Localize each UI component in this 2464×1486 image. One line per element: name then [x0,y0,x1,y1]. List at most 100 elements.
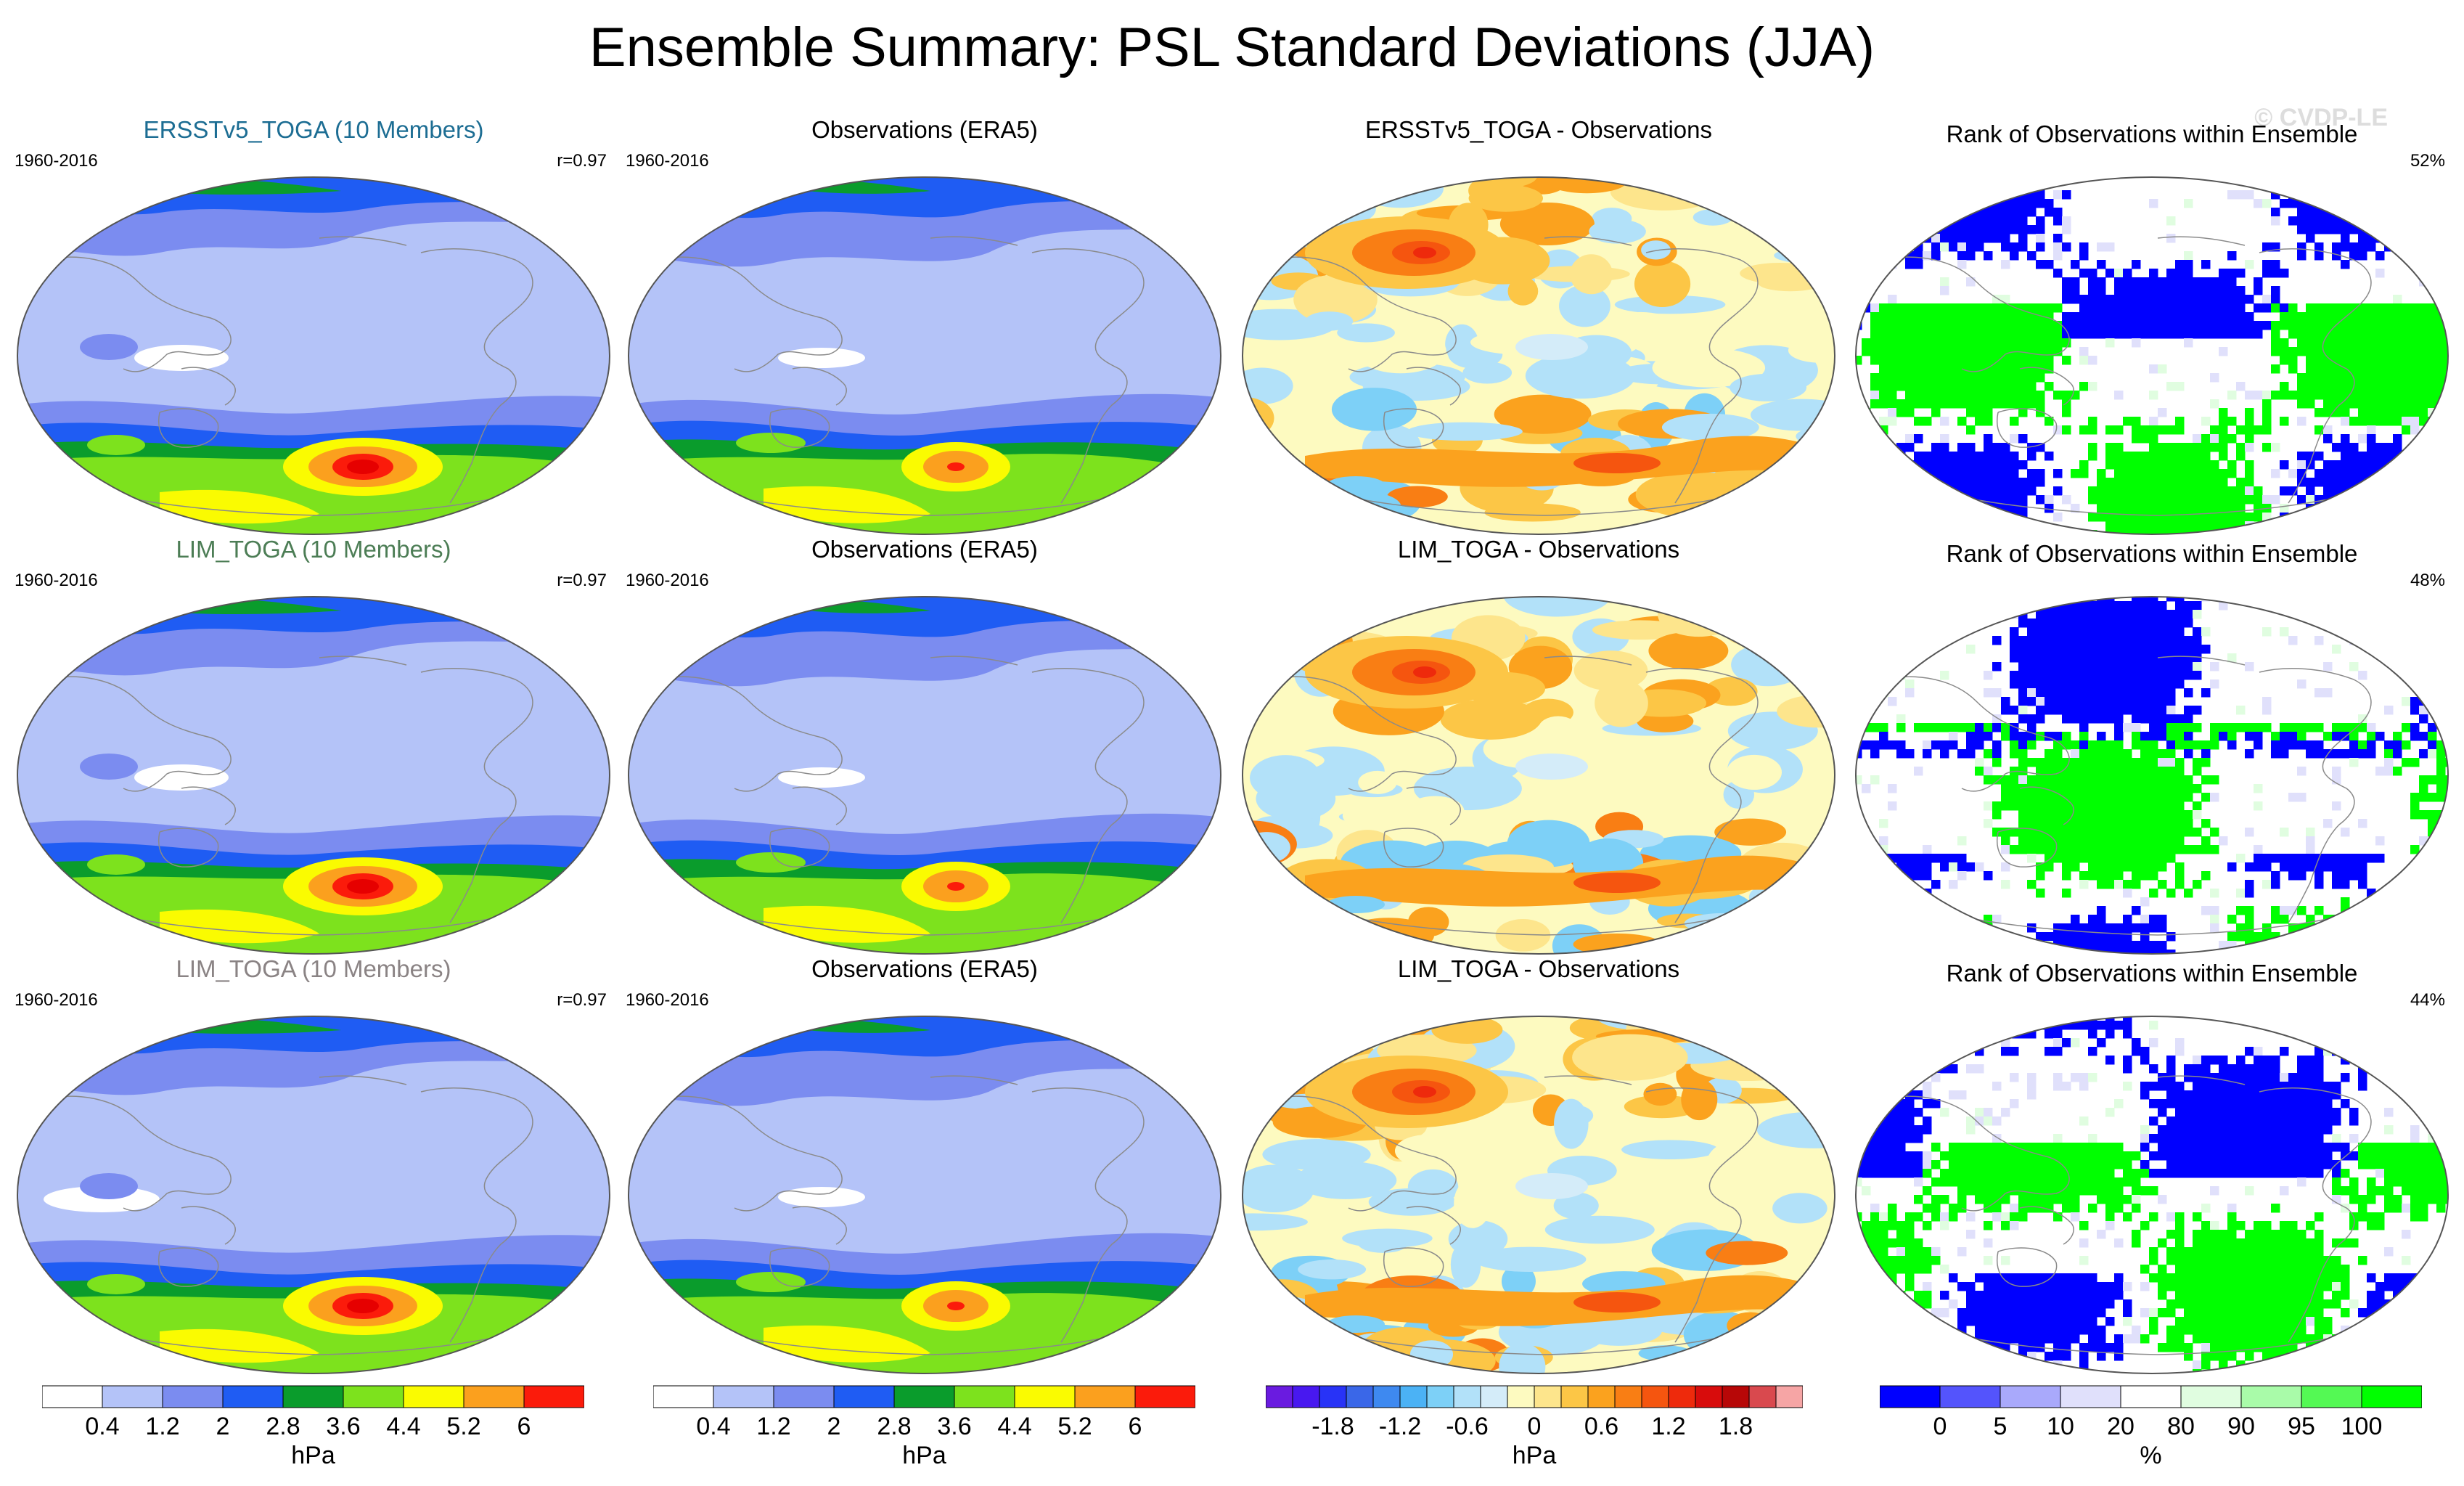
colorbar-std-model-box [42,1385,103,1408]
colorbar-diff-box [1695,1385,1723,1408]
panel-obs-row2: Observations (ERA5) 1960-2016 [626,536,1224,955]
panel-title-obs-row3: Observations (ERA5) [811,955,1038,982]
map-border-rank-row2 [1855,596,2449,955]
colorbar-diff-box [1534,1385,1562,1408]
panel-title-diff-row1: ERSSTv5_TOGA - Observations [1364,116,1713,143]
colorbar-std-obs-box [1074,1385,1136,1408]
colorbar-diff-swatches [1266,1385,1803,1408]
map-border-rank-row1 [1855,176,2449,535]
map-border-model-row2 [17,596,610,955]
colorbar-rank-units: % [2140,1442,2162,1469]
map-border-rank-row3 [1855,1016,2449,1374]
colorbar-diff-tick: -1.2 [1378,1413,1422,1440]
colorbar-rank-tick: 100 [2341,1413,2383,1440]
colorbar-rank-tick: 10 [2047,1413,2074,1440]
colorbar-std-model-box [222,1385,284,1408]
colorbar-rank-tick: 95 [2288,1413,2315,1440]
colorbar-diff-box [1507,1385,1535,1408]
panel-diff-row1: ERSSTv5_TOGA - Observations [1240,116,1838,535]
colorbar-diff-box [1399,1385,1428,1408]
colorbar-diff-box [1346,1385,1374,1408]
map-border-diff-row2 [1242,596,1835,955]
colorbar-std-model-units: hPa [291,1442,335,1469]
panel-model-row2: LIM_TOGA (10 Members) 1960-2016 r=0.97 [15,536,613,955]
colorbar-std-model-swatches [42,1385,584,1408]
panel-title-obs-row2: Observations (ERA5) [811,536,1038,563]
colorbar-std-obs-swatches [653,1385,1195,1408]
colorbar-rank-box [2120,1385,2182,1408]
colorbar-std-model-tick: 3.6 [326,1413,361,1440]
colorbar-diff-box [1641,1385,1669,1408]
map-rank-row2 [1855,596,2449,955]
map-border-diff-row3 [1242,1016,1835,1374]
colorbar-std-obs-tick: 4.4 [997,1413,1032,1440]
panel-rank-row3: Rank of Observations within Ensemble 44% [1853,955,2451,1374]
colorbar-std-model: 0.4 1.2 2 2.8 3.6 4.4 5.2 6 hPa [42,1385,584,1472]
map-field-model-row2 [17,597,610,954]
panel-rank-row2: Rank of Observations within Ensemble 48% [1853,536,2451,955]
colorbar-diff-tick: -0.6 [1446,1413,1489,1440]
colorbar-rank-tick: 20 [2107,1413,2134,1440]
colorbar-diff-box [1775,1385,1803,1408]
panel-title-diff-row3: LIM_TOGA - Observations [1397,955,1680,982]
colorbar-std-obs-tick: 2.8 [877,1413,912,1440]
map-obs-row3 [628,1016,1221,1374]
colorbar-std-obs-box [1134,1385,1195,1408]
colorbar-std-model-box [102,1385,163,1408]
colorbar-rank-tick: 5 [1993,1413,2007,1440]
colorbar-diff: -1.8 -1.2 -0.6 0 0.6 1.2 1.8 hPa [1266,1385,1803,1472]
colorbar-diff-tick: 0 [1527,1413,1542,1440]
colorbar-std-obs-box [833,1385,895,1408]
panel-period-obs-row3: 1960-2016 [626,990,709,1010]
colorbar-diff-box [1480,1385,1508,1408]
panel-stat-rank-row1: 52% [2410,151,2445,171]
panel-stat-model-row2: r=0.97 [557,571,607,590]
map-border-model-row3 [17,1016,610,1374]
colorbar-diff-tick: 0.6 [1584,1413,1619,1440]
panel-stat-rank-row3: 44% [2410,990,2445,1010]
map-model-row3 [17,1016,610,1374]
colorbar-diff-box [1722,1385,1750,1408]
colorbar-std-obs-box [893,1385,955,1408]
colorbar-rank-box [2060,1385,2121,1408]
colorbar-std-model-tick: 6 [517,1413,531,1440]
colorbar-std-model-box [162,1385,224,1408]
colorbar-diff-box [1292,1385,1320,1408]
colorbar-std-obs-box [1014,1385,1076,1408]
panel-model-row1: ERSSTv5_TOGA (10 Members) 1960-2016 r=0.97 [15,116,613,535]
map-rank-row3 [1855,1016,2449,1374]
panel-period-model-row3: 1960-2016 [15,990,98,1010]
colorbar-diff-box [1614,1385,1642,1408]
colorbar-std-obs-box [773,1385,835,1408]
colorbar-std-obs-units: hPa [902,1442,946,1469]
colorbar-std-model-box [282,1385,344,1408]
colorbar-std-obs-box [653,1385,714,1408]
colorbar-std-obs-tick: 2 [827,1413,841,1440]
panel-stat-model-row3: r=0.97 [557,990,607,1010]
colorbar-rank-box [2361,1385,2422,1408]
panel-title-model-row2: LIM_TOGA (10 Members) [176,536,451,563]
colorbar-diff-tick: 1.2 [1651,1413,1686,1440]
panel-obs-row3: Observations (ERA5) 1960-2016 [626,955,1224,1374]
panel-period-obs-row2: 1960-2016 [626,571,709,590]
map-obs-row1 [628,176,1221,535]
colorbar-std-obs-tick: 5.2 [1057,1413,1092,1440]
colorbar-std-model-box [343,1385,404,1408]
colorbar-std-model-tick: 4.4 [386,1413,421,1440]
map-obs-row2 [628,596,1221,955]
map-border-diff-row1 [1242,176,1835,535]
colorbar-rank-box [1939,1385,2001,1408]
panel-title-model-row1: ERSSTv5_TOGA (10 Members) [143,116,484,143]
panel-period-model-row1: 1960-2016 [15,151,98,171]
colorbar-std-model-tick: 2.8 [266,1413,300,1440]
panel-stat-model-row1: r=0.97 [557,151,607,171]
panel-period-model-row2: 1960-2016 [15,571,98,590]
colorbar-diff-box [1426,1385,1454,1408]
panel-obs-row1: Observations (ERA5) 1960-2016 [626,116,1224,535]
panel-stat-rank-row2: 48% [2410,571,2445,590]
colorbar-diff-box [1372,1385,1401,1408]
colorbar-diff-tick: -1.8 [1311,1413,1354,1440]
panel-period-obs-row1: 1960-2016 [626,151,709,171]
map-rank-row1 [1855,176,2449,535]
map-border-model-row1 [17,176,610,535]
